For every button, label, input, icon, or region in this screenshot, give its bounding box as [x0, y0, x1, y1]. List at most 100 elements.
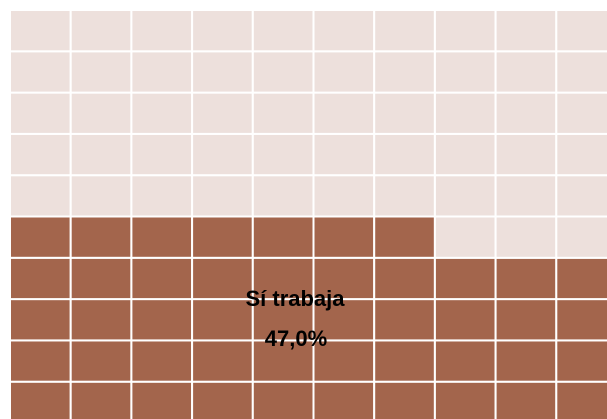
- empty-cell: [251, 132, 315, 177]
- empty-cell: [373, 50, 436, 94]
- filled-cell: [130, 298, 194, 342]
- empty-cell: [494, 91, 558, 135]
- filled-cell: [191, 380, 254, 419]
- empty-cell: [69, 50, 133, 94]
- filled-cell: [433, 380, 497, 419]
- filled-cell: [191, 215, 254, 259]
- empty-cell: [433, 174, 497, 218]
- empty-cell: [433, 132, 497, 177]
- filled-cell: [9, 380, 72, 419]
- waffle-grid: [9, 9, 607, 419]
- filled-cell: [312, 256, 376, 301]
- filled-cell: [373, 215, 436, 259]
- empty-cell: [69, 174, 133, 218]
- empty-cell: [555, 50, 607, 94]
- empty-cell: [555, 91, 607, 135]
- filled-cell: [9, 215, 72, 259]
- empty-cell: [373, 174, 436, 218]
- empty-cell: [312, 9, 376, 53]
- filled-cell: [251, 380, 315, 419]
- empty-cell: [494, 50, 558, 94]
- filled-cell: [69, 256, 133, 301]
- empty-cell: [9, 9, 72, 53]
- filled-cell: [9, 256, 72, 301]
- empty-cell: [555, 132, 607, 177]
- empty-cell: [69, 132, 133, 177]
- filled-cell: [373, 256, 436, 301]
- empty-cell: [494, 174, 558, 218]
- empty-cell: [433, 50, 497, 94]
- filled-cell: [69, 298, 133, 342]
- empty-cell: [130, 91, 194, 135]
- filled-cell: [69, 215, 133, 259]
- empty-cell: [251, 174, 315, 218]
- empty-cell: [9, 50, 72, 94]
- filled-cell: [251, 215, 315, 259]
- empty-cell: [9, 91, 72, 135]
- empty-cell: [312, 174, 376, 218]
- empty-cell: [69, 9, 133, 53]
- empty-cell: [555, 215, 607, 259]
- empty-cell: [373, 9, 436, 53]
- filled-cell: [555, 298, 607, 342]
- empty-cell: [373, 91, 436, 135]
- empty-cell: [555, 9, 607, 53]
- empty-cell: [9, 174, 72, 218]
- empty-cell: [373, 132, 436, 177]
- empty-cell: [494, 132, 558, 177]
- empty-cell: [494, 215, 558, 259]
- empty-cell: [130, 174, 194, 218]
- filled-cell: [555, 339, 607, 383]
- filled-cell: [130, 215, 194, 259]
- empty-cell: [69, 91, 133, 135]
- filled-cell: [373, 339, 436, 383]
- empty-cell: [191, 174, 254, 218]
- filled-cell: [494, 339, 558, 383]
- value-label: 47,0%: [265, 326, 327, 351]
- filled-cell: [130, 339, 194, 383]
- filled-cell: [433, 256, 497, 301]
- empty-cell: [251, 50, 315, 94]
- empty-cell: [433, 215, 497, 259]
- filled-cell: [494, 380, 558, 419]
- empty-cell: [191, 91, 254, 135]
- filled-cell: [191, 298, 254, 342]
- empty-cell: [130, 50, 194, 94]
- empty-cell: [130, 9, 194, 53]
- category-label: Sí trabaja: [245, 286, 345, 311]
- filled-cell: [69, 339, 133, 383]
- filled-cell: [312, 215, 376, 259]
- filled-cell: [251, 339, 315, 383]
- filled-cell: [433, 298, 497, 342]
- filled-cell: [373, 380, 436, 419]
- empty-cell: [433, 9, 497, 53]
- filled-cell: [555, 380, 607, 419]
- empty-cell: [555, 174, 607, 218]
- empty-cell: [312, 91, 376, 135]
- filled-cell: [9, 298, 72, 342]
- filled-cell: [373, 298, 436, 342]
- filled-cell: [9, 339, 72, 383]
- empty-cell: [130, 132, 194, 177]
- filled-cell: [555, 256, 607, 301]
- empty-cell: [251, 9, 315, 53]
- filled-cell: [191, 256, 254, 301]
- filled-cell: [130, 256, 194, 301]
- filled-cell: [191, 339, 254, 383]
- filled-cell: [433, 339, 497, 383]
- empty-cell: [191, 9, 254, 53]
- filled-cell: [494, 256, 558, 301]
- empty-cell: [312, 50, 376, 94]
- empty-cell: [191, 50, 254, 94]
- filled-cell: [312, 339, 376, 383]
- filled-cell: [312, 380, 376, 419]
- empty-cell: [494, 9, 558, 53]
- empty-cell: [191, 132, 254, 177]
- filled-cell: [494, 298, 558, 342]
- empty-cell: [433, 91, 497, 135]
- empty-cell: [251, 91, 315, 135]
- empty-cell: [312, 132, 376, 177]
- filled-cell: [130, 380, 194, 419]
- empty-cell: [9, 132, 72, 177]
